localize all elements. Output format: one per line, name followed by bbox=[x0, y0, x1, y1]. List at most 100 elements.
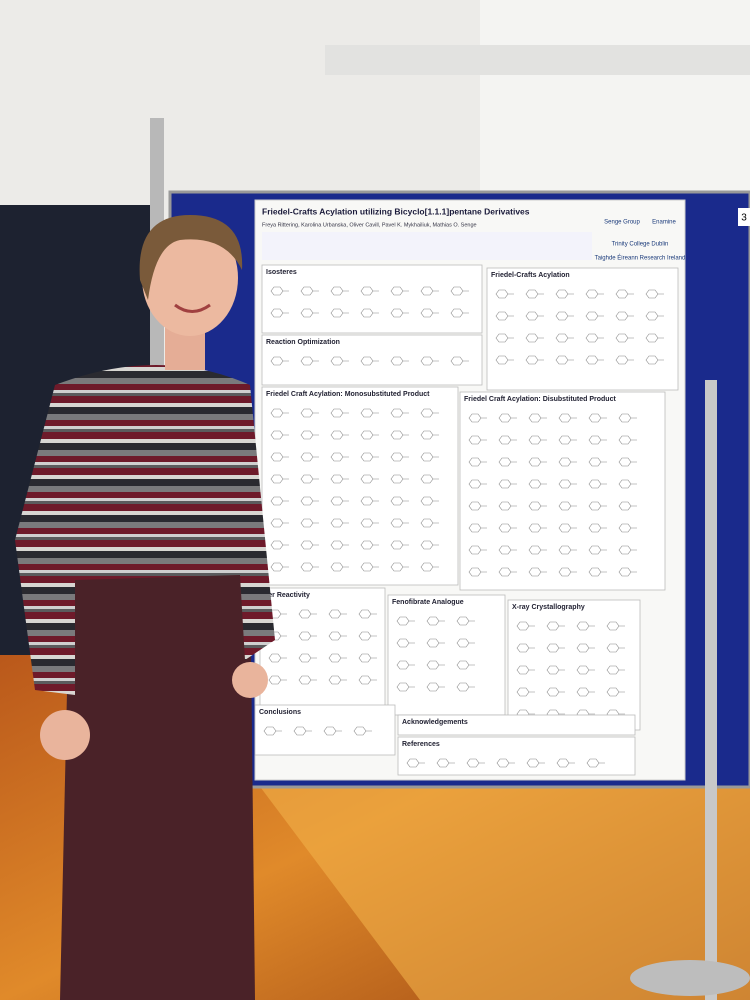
molecule-sketch bbox=[586, 758, 605, 768]
molecule-sketch bbox=[576, 687, 595, 697]
molecule-sketch bbox=[270, 356, 289, 366]
logo-text: Trinity College Dublin bbox=[612, 242, 669, 248]
molecule-sketch bbox=[618, 501, 637, 511]
molecule-sketch bbox=[270, 518, 289, 528]
molecule-sketch bbox=[498, 567, 517, 577]
board-tag bbox=[738, 208, 750, 226]
molecule-sketch bbox=[300, 474, 319, 484]
molecule-sketch bbox=[330, 430, 349, 440]
molecule-sketch bbox=[516, 643, 535, 653]
section-heading: Friedel-Crafts Acylation bbox=[491, 272, 570, 279]
molecule-sketch bbox=[328, 631, 347, 641]
molecule-sketch bbox=[358, 675, 377, 685]
molecule-sketch bbox=[270, 430, 289, 440]
molecule-sketch bbox=[528, 479, 547, 489]
molecule-sketch bbox=[330, 496, 349, 506]
molecule-sketch bbox=[420, 356, 439, 366]
molecule-sketch bbox=[298, 653, 317, 663]
molecule-sketch bbox=[546, 687, 565, 697]
molecule-sketch bbox=[396, 616, 415, 626]
molecule-sketch bbox=[588, 501, 607, 511]
molecule-sketch bbox=[495, 289, 514, 299]
molecule-sketch bbox=[468, 501, 487, 511]
molecule-sketch bbox=[615, 355, 634, 365]
molecule-sketch bbox=[270, 308, 289, 318]
molecule-sketch bbox=[436, 758, 455, 768]
molecule-sketch bbox=[298, 631, 317, 641]
molecule-sketch bbox=[330, 408, 349, 418]
poster-section bbox=[397, 736, 636, 776]
molecule-sketch bbox=[555, 333, 574, 343]
section-heading: References bbox=[402, 741, 440, 748]
molecule-sketch bbox=[588, 567, 607, 577]
molecule-sketch bbox=[420, 286, 439, 296]
molecule-sketch bbox=[328, 653, 347, 663]
molecule-sketch bbox=[555, 355, 574, 365]
logo-text: Senge Group bbox=[604, 220, 640, 226]
section-heading: X-ray Crystallography bbox=[512, 604, 585, 611]
molecule-sketch bbox=[360, 356, 379, 366]
molecule-sketch bbox=[360, 430, 379, 440]
molecule-sketch bbox=[270, 562, 289, 572]
molecule-sketch bbox=[360, 408, 379, 418]
section-heading: Acknowledgements bbox=[402, 719, 468, 726]
molecule-sketch bbox=[390, 452, 409, 462]
poster-section bbox=[397, 714, 636, 736]
molecule-sketch bbox=[330, 562, 349, 572]
molecule-sketch bbox=[390, 286, 409, 296]
molecule-sketch bbox=[546, 643, 565, 653]
section-heading: Reaction Optimization bbox=[266, 339, 340, 346]
molecule-sketch bbox=[555, 289, 574, 299]
molecule-sketch bbox=[468, 413, 487, 423]
molecule-sketch bbox=[390, 408, 409, 418]
section-heading: Friedel Craft Acylation: Disubstituted P… bbox=[464, 396, 616, 403]
sunlight bbox=[240, 760, 750, 1000]
logo-text: Enamine bbox=[652, 220, 676, 226]
molecule-sketch bbox=[618, 413, 637, 423]
molecule-sketch bbox=[555, 311, 574, 321]
molecule-sketch bbox=[330, 518, 349, 528]
molecule-sketch bbox=[528, 567, 547, 577]
molecule-sketch bbox=[585, 289, 604, 299]
molecule-sketch bbox=[645, 355, 664, 365]
section-heading: Fenofibrate Analogue bbox=[392, 599, 464, 606]
molecule-sketch bbox=[300, 496, 319, 506]
molecule-sketch bbox=[390, 518, 409, 528]
hand bbox=[232, 662, 268, 698]
molecule-sketch bbox=[588, 457, 607, 467]
molecule-sketch bbox=[585, 333, 604, 343]
molecule-sketch bbox=[585, 355, 604, 365]
molecule-sketch bbox=[298, 675, 317, 685]
molecule-sketch bbox=[330, 286, 349, 296]
face bbox=[142, 220, 238, 336]
molecule-sketch bbox=[426, 638, 445, 648]
molecule-sketch bbox=[396, 660, 415, 670]
molecule-sketch bbox=[330, 356, 349, 366]
molecule-sketch bbox=[525, 355, 544, 365]
molecule-sketch bbox=[468, 479, 487, 489]
molecule-sketch bbox=[300, 430, 319, 440]
poster: Friedel-Crafts Acylation utilizing Bicyc… bbox=[254, 199, 686, 781]
smile bbox=[174, 303, 211, 313]
molecule-sketch bbox=[360, 308, 379, 318]
molecule-sketch bbox=[360, 496, 379, 506]
molecule-sketch bbox=[268, 653, 287, 663]
molecule-sketch bbox=[606, 643, 625, 653]
molecule-sketch bbox=[323, 726, 342, 736]
molecule-sketch bbox=[360, 562, 379, 572]
logo-text: Taighde Éireann Research Ireland bbox=[595, 255, 686, 262]
molecule-sketch bbox=[588, 479, 607, 489]
molecule-sketch bbox=[300, 408, 319, 418]
molecule-sketch bbox=[420, 308, 439, 318]
molecule-sketch bbox=[588, 413, 607, 423]
molecule-sketch bbox=[645, 311, 664, 321]
molecule-sketch bbox=[558, 523, 577, 533]
molecule-sketch bbox=[496, 758, 515, 768]
molecule-sketch bbox=[576, 643, 595, 653]
molecule-sketch bbox=[528, 545, 547, 555]
molecule-sketch bbox=[556, 758, 575, 768]
poster-section bbox=[486, 267, 679, 391]
molecule-sketch bbox=[588, 545, 607, 555]
molecule-sketch bbox=[618, 457, 637, 467]
